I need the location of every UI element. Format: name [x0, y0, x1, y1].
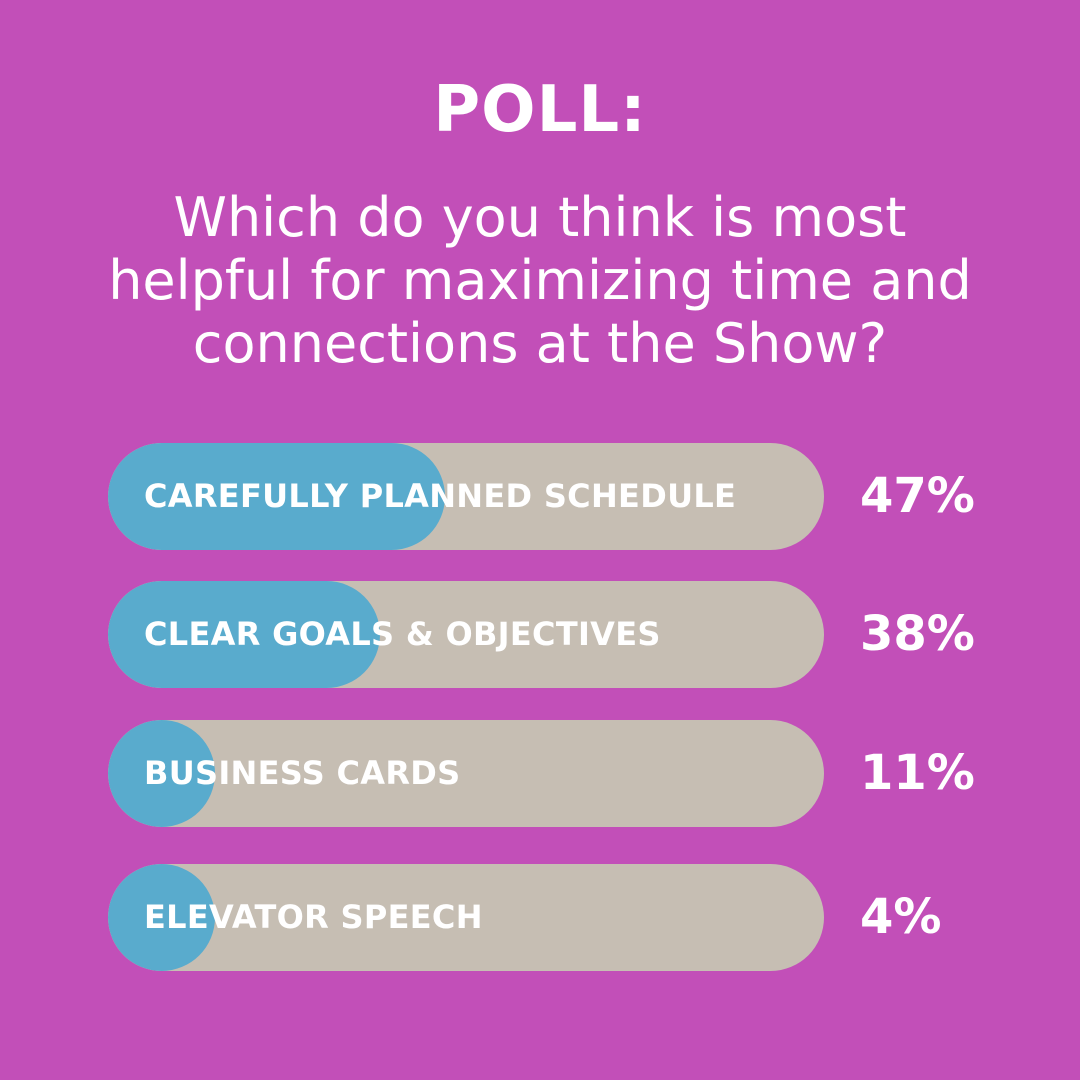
question-line-2: helpful for maximizing time and [108, 249, 972, 312]
poll-option-percent: 4% [860, 889, 942, 945]
poll-option-row: BUSINESS CARDS 11% [108, 720, 1008, 827]
poll-bar-track [108, 581, 824, 688]
poll-option-label: ELEVATOR SPEECH [144, 898, 483, 936]
poll-bar-fill [108, 581, 381, 688]
poll-option-percent: 47% [860, 468, 975, 524]
poll-question: Which do you think is most helpful for m… [40, 186, 1040, 375]
poll-title: POLL: [433, 73, 647, 147]
poll-option-percent: 11% [860, 745, 975, 801]
poll-bar-track [108, 443, 824, 550]
poll-bar-fill [108, 864, 215, 971]
poll-option-label: CAREFULLY PLANNED SCHEDULE [144, 477, 737, 515]
poll-option-row: CLEAR GOALS & OBJECTIVES 38% [108, 581, 1008, 688]
poll-option-percent: 38% [860, 606, 975, 662]
poll-bar-track [108, 864, 824, 971]
poll-option-label: BUSINESS CARDS [144, 754, 461, 792]
poll-bar-fill [108, 720, 215, 827]
poll-bar-track [108, 720, 824, 827]
poll-option-label: CLEAR GOALS & OBJECTIVES [144, 615, 661, 653]
poll-option-row: ELEVATOR SPEECH 4% [108, 864, 1008, 971]
question-line-1: Which do you think is most [173, 186, 907, 249]
poll-bar-fill [108, 443, 445, 550]
question-line-3: connections at the Show? [192, 312, 888, 375]
poll-option-row: CAREFULLY PLANNED SCHEDULE 47% [108, 443, 1008, 550]
